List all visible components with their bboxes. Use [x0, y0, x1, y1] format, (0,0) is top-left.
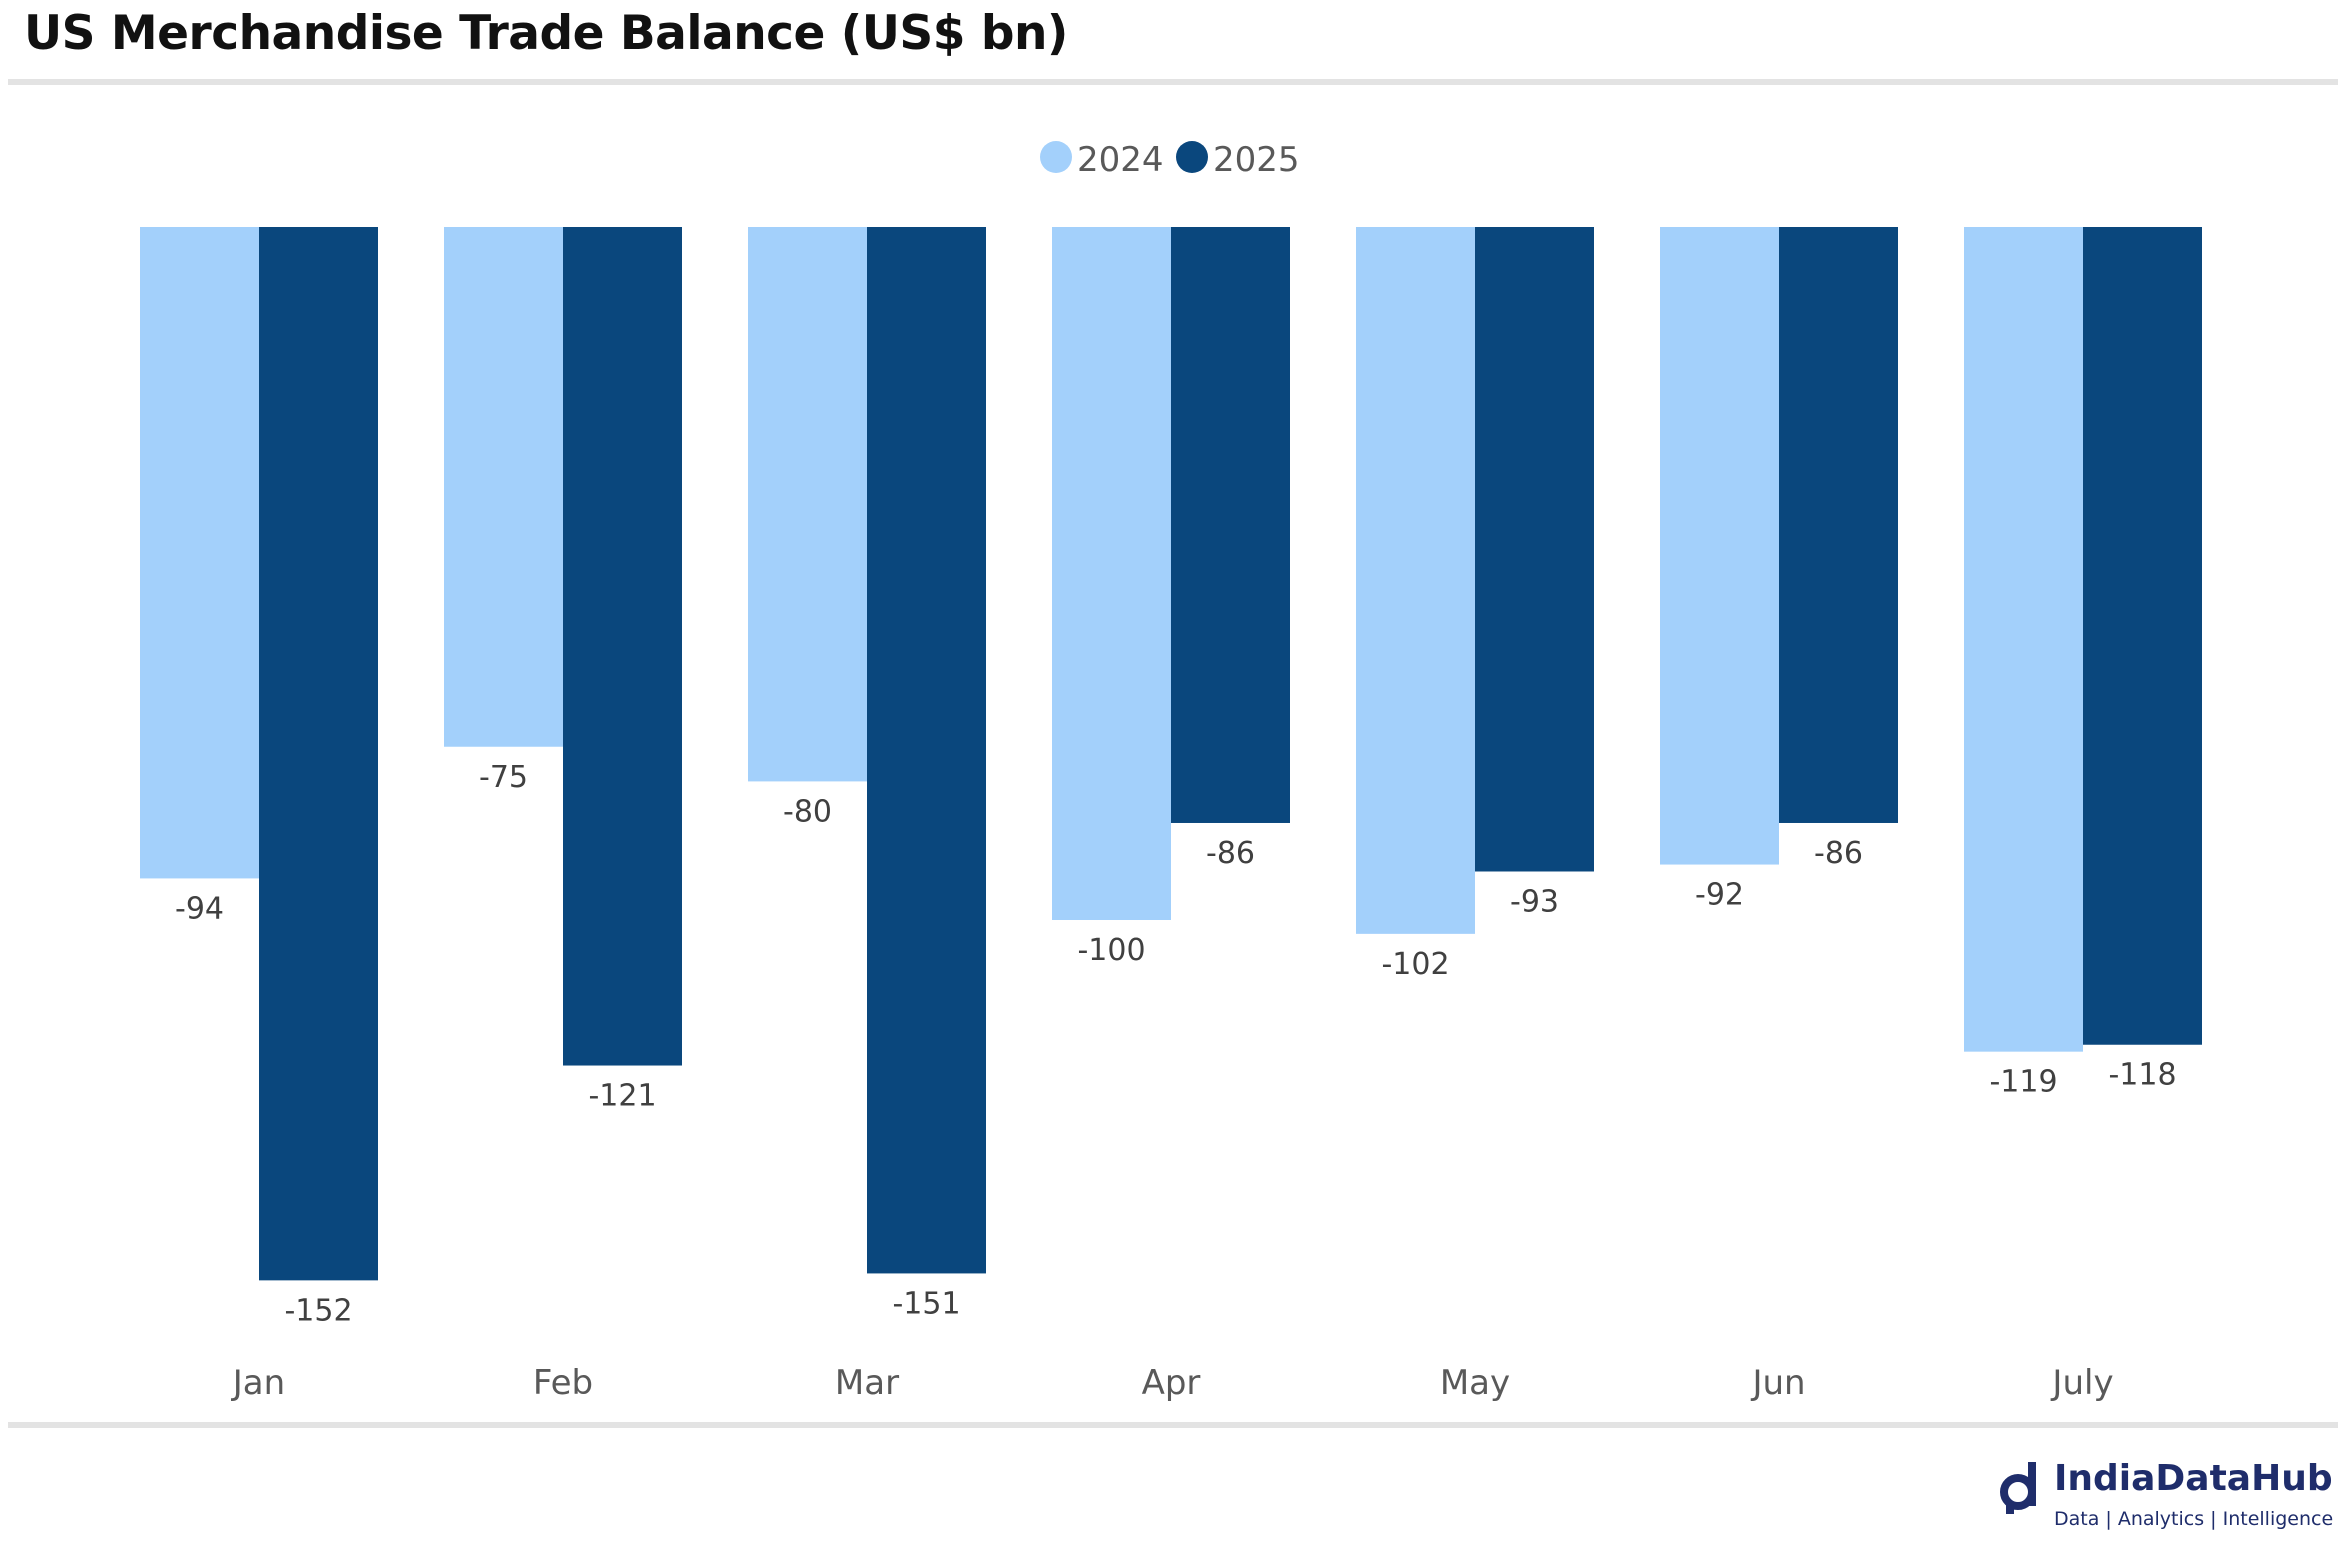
- brand-name: IndiaDataHub: [2054, 1458, 2333, 1499]
- data-label-jun-2024: -92: [1695, 878, 1744, 913]
- bars-layer: [140, 227, 2202, 1281]
- footer-divider: [8, 1422, 2338, 1428]
- brand-tagline: Data | Analytics | Intelligence: [2054, 1508, 2334, 1530]
- bar-jun-2025: [1779, 227, 1898, 823]
- bar-july-2024: [1964, 227, 2083, 1052]
- data-label-may-2024: -102: [1381, 947, 1449, 982]
- data-label-mar-2025: -151: [892, 1286, 960, 1321]
- bar-july-2025: [2083, 227, 2202, 1045]
- category-label-may: May: [1440, 1363, 1510, 1403]
- data-label-jun-2025: -86: [1814, 836, 1863, 871]
- bar-may-2025: [1475, 227, 1594, 872]
- bar-feb-2025: [563, 227, 682, 1066]
- chart-legend: 2024 2025: [1040, 140, 1300, 180]
- bar-jan-2025: [259, 227, 378, 1281]
- data-label-july-2025: -118: [2108, 1058, 2176, 1093]
- category-label-apr: Apr: [1142, 1363, 1201, 1403]
- bar-mar-2025: [867, 227, 986, 1274]
- bar-chart: 2024 2025 -94 -152 -75 -121 -80 -151 -100 -86 -1…: [140, 140, 2202, 1403]
- category-labels-layer: Jan Feb Mar Apr May Jun July: [231, 1363, 2114, 1403]
- bar-jan-2024: [140, 227, 259, 879]
- category-label-jan: Jan: [231, 1363, 285, 1403]
- chart-title: US Merchandise Trade Balance (US$ bn): [24, 6, 1068, 61]
- bar-mar-2024: [748, 227, 867, 782]
- category-label-jun: Jun: [1750, 1363, 1805, 1403]
- data-label-apr-2024: -100: [1077, 933, 1145, 968]
- legend-swatch-2025: [1176, 141, 1208, 173]
- category-label-july: July: [2050, 1363, 2113, 1403]
- title-divider: [8, 79, 2338, 85]
- bar-apr-2025: [1171, 227, 1290, 823]
- data-label-feb-2025: -121: [588, 1079, 656, 1114]
- legend-swatch-2024: [1040, 141, 1072, 173]
- data-label-jan-2024: -94: [175, 891, 224, 926]
- bar-may-2024: [1356, 227, 1475, 934]
- data-label-may-2025: -93: [1510, 884, 1559, 919]
- data-label-feb-2024: -75: [479, 760, 528, 795]
- bar-jun-2024: [1660, 227, 1779, 865]
- bar-apr-2024: [1052, 227, 1171, 920]
- data-label-july-2024: -119: [1989, 1065, 2057, 1100]
- brand-logo: IndiaDataHub Data | Analytics | Intellig…: [1990, 1458, 2334, 1540]
- legend-label-2024: 2024: [1077, 140, 1164, 180]
- data-label-mar-2024: -80: [783, 794, 832, 829]
- data-label-jan-2025: -152: [284, 1293, 352, 1328]
- bar-feb-2024: [444, 227, 563, 747]
- data-labels-layer: -94 -152 -75 -121 -80 -151 -100 -86 -102 -93 -92 -8…: [175, 760, 2177, 1329]
- legend-label-2025: 2025: [1213, 140, 1300, 180]
- data-label-apr-2025: -86: [1206, 836, 1255, 871]
- magnifier-d-icon: [2000, 1462, 2036, 1514]
- category-label-mar: Mar: [835, 1363, 899, 1403]
- category-label-feb: Feb: [533, 1363, 593, 1403]
